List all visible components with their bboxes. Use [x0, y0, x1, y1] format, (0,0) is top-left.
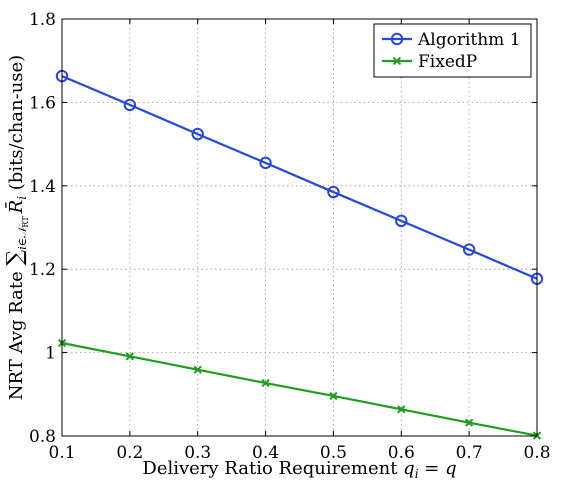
data-point-marker [259, 156, 272, 170]
data-point-marker [329, 391, 338, 401]
data-point-marker [327, 185, 340, 199]
series-layer [55, 69, 544, 440]
x-tick-label: 0.3 [184, 443, 211, 463]
x-tick-label: 0.4 [252, 443, 279, 463]
data-point-marker [125, 352, 134, 361]
data-point-marker [193, 365, 202, 374]
x-tick-label: 0.7 [456, 443, 483, 463]
y-tick-label: 1.8 [29, 10, 56, 30]
legend-entry: FixedP [382, 52, 477, 72]
data-point-marker [397, 405, 406, 414]
legend-box [373, 23, 532, 78]
series-fixedp [57, 338, 542, 440]
data-point-marker [191, 127, 204, 141]
grid-lines [62, 19, 537, 436]
data-point-marker [462, 243, 476, 256]
legend-entry: Algorithm 1 [382, 30, 521, 50]
axis-ticks: 0.1 0.2 0.3 0.4 0.5 0.6 0.7 0.8 0.8 1 1.2 1.4 1.6 1.8 [29, 10, 551, 463]
x-tick-label: 0.5 [320, 443, 347, 463]
data-point-marker [123, 98, 137, 112]
x-tick-label: 0.8 [523, 443, 550, 463]
x-tick-label: 0.2 [116, 443, 143, 463]
series-algorithm-1 [55, 69, 544, 285]
series-line [61, 341, 538, 437]
y-tick-label: 1.2 [29, 260, 56, 280]
y-axis-label: NRT Avg Rate ∑i∈𝒩RTR̄i (bits/chan-use) [3, 55, 30, 400]
y-tick-label: 0.8 [29, 427, 56, 447]
plot-frame [61, 18, 538, 437]
data-point-marker [261, 378, 270, 388]
y-tick-label: 1 [45, 344, 56, 364]
legend-marker [390, 32, 404, 46]
legend-label: Algorithm 1 [417, 30, 521, 50]
data-point-marker [395, 214, 408, 228]
legend-label: FixedP [418, 52, 477, 72]
data-point-marker [465, 418, 474, 427]
y-tick-label: 1.6 [29, 93, 56, 113]
series-line [61, 75, 538, 280]
x-tick-label: 0.1 [48, 443, 75, 463]
x-tick-label: 0.6 [388, 443, 415, 463]
x-axis-label: Delivery Ratio Requirement qi = q [142, 458, 456, 481]
y-tick-label: 1.4 [29, 177, 56, 197]
legend-marker [392, 56, 402, 66]
